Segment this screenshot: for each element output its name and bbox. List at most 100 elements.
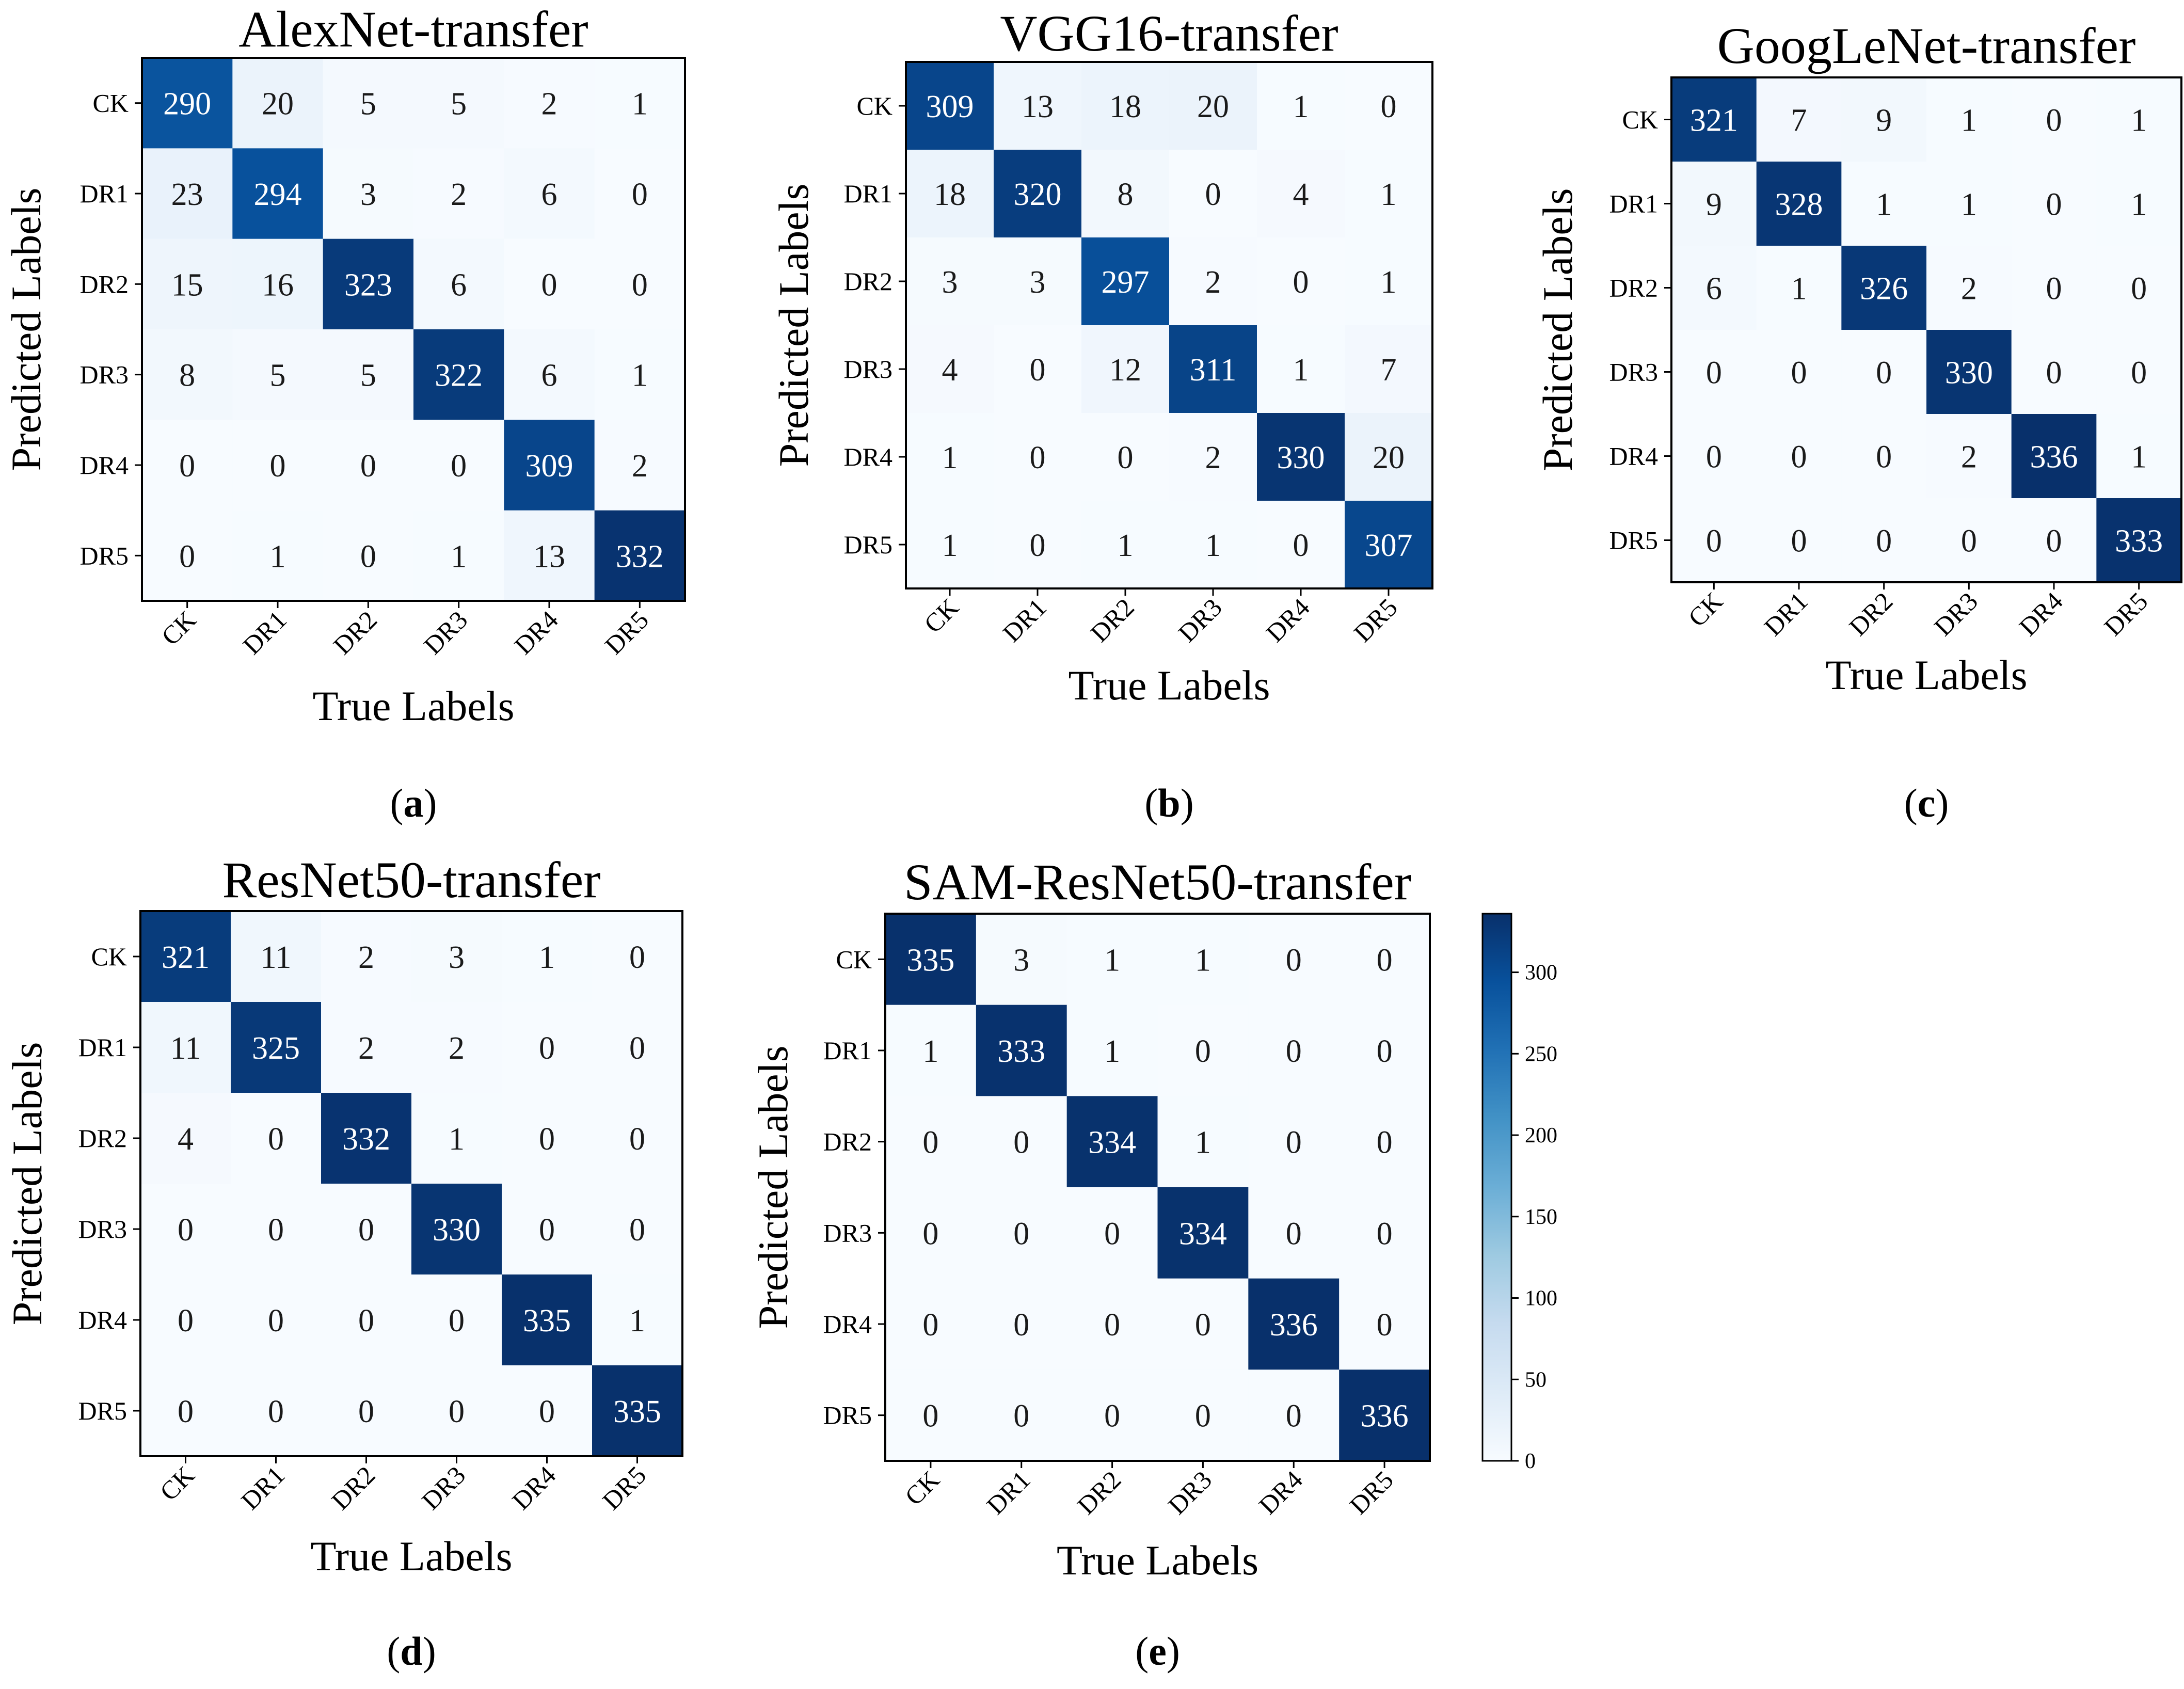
cell-value-label: 0 [539, 1031, 555, 1066]
heatmap-cell [1248, 1096, 1340, 1188]
cell-value-label: 0 [629, 1122, 645, 1157]
heatmap-cell [231, 1274, 322, 1366]
cell-value-label: 1 [1205, 528, 1221, 563]
heatmap-cell [1926, 498, 2012, 583]
heatmap-cell [994, 150, 1082, 238]
heatmap-cell [2096, 414, 2182, 499]
heatmap-cell [323, 148, 414, 240]
heatmap-cell [1248, 1005, 1340, 1096]
y-tick-label: CK [857, 91, 892, 120]
y-tick-label: DR2 [78, 1124, 127, 1153]
heatmap-cell [232, 420, 324, 511]
cell-value-label: 8 [179, 358, 195, 393]
colorbar-tick-label: 50 [1525, 1368, 1547, 1392]
heatmap-cell [906, 325, 994, 413]
cell-value-label: 3 [449, 940, 465, 975]
cell-value-label: 0 [449, 1303, 465, 1339]
heatmap-cell [906, 62, 994, 150]
cell-value-label: 0 [1013, 1216, 1029, 1251]
cell-value-label: 0 [629, 1031, 645, 1066]
cell-value-label: 2 [1961, 440, 1977, 475]
cell-value-label: 322 [435, 358, 483, 393]
heatmap-cell [592, 1184, 683, 1275]
cell-value-label: 0 [1377, 1034, 1393, 1069]
heatmap-cell [1339, 1187, 1430, 1279]
cell-value-label: 0 [1286, 1216, 1302, 1251]
heatmap-cell [1257, 237, 1345, 326]
cell-value-label: 332 [342, 1122, 390, 1157]
colorbar-tick-label: 0 [1525, 1449, 1536, 1473]
cell-value-label: 1 [270, 539, 286, 574]
heatmap-cell [321, 1184, 412, 1275]
heatmap-cell [1169, 325, 1257, 413]
heatmap-cell [413, 420, 504, 511]
cell-value-label: 0 [2046, 187, 2062, 222]
cell-value-label: 0 [1013, 1399, 1029, 1434]
heatmap-cell [1339, 1005, 1430, 1096]
heatmap-cell [231, 1093, 322, 1184]
heatmap-cell [1671, 498, 1757, 583]
cell-value-label: 0 [1286, 1034, 1302, 1069]
cell-value-label: 1 [629, 1303, 645, 1339]
heatmap-cell [140, 911, 231, 1002]
cell-value-label: 335 [906, 943, 954, 978]
heatmap-cell [2096, 77, 2182, 162]
heatmap-cell [142, 238, 233, 330]
cell-value-label: 0 [270, 449, 286, 484]
heatmap-cell [1081, 325, 1170, 413]
cell-value-label: 18 [934, 177, 966, 212]
heatmap-cell [323, 420, 414, 511]
cell-value-label: 0 [922, 1216, 938, 1251]
heatmap-cell [231, 911, 322, 1002]
y-tick-label: DR4 [78, 1305, 127, 1334]
cell-value-label: 8 [1118, 177, 1134, 212]
cell-value-label: 0 [1377, 1125, 1393, 1160]
cell-value-label: 11 [261, 940, 292, 975]
heatmap-cell [502, 1184, 593, 1275]
heatmap-cell [413, 148, 504, 240]
cell-value-label: 1 [1961, 103, 1977, 138]
y-tick-label: DR1 [78, 1033, 127, 1062]
cell-value-label: 0 [922, 1308, 938, 1343]
heatmap-cell [323, 510, 414, 601]
cell-value-label: 0 [178, 1394, 194, 1429]
cell-value-label: 0 [922, 1399, 938, 1434]
heatmap-cell [140, 1274, 231, 1366]
cell-value-label: 0 [1195, 1399, 1211, 1434]
cell-value-label: 0 [1104, 1308, 1120, 1343]
cell-value-label: 1 [449, 1122, 465, 1157]
heatmap-cell [1756, 330, 1842, 415]
heatmap-cell [594, 329, 686, 420]
heatmap-cell [323, 238, 414, 330]
heatmap-cell [906, 413, 994, 501]
heatmap-cell [142, 420, 233, 511]
heatmap-cell [323, 58, 414, 149]
cell-value-label: 1 [1195, 1125, 1211, 1160]
heatmap-cell [592, 1002, 683, 1093]
heatmap-cell [232, 510, 324, 601]
y-tick-label: DR3 [823, 1218, 872, 1247]
heatmap-cell [1345, 501, 1433, 589]
heatmap-cell [976, 1005, 1067, 1096]
cell-value-label: 2 [451, 177, 467, 212]
cell-value-label: 320 [1014, 177, 1062, 212]
y-tick-label: DR5 [823, 1401, 872, 1430]
cell-value-label: 0 [1876, 356, 1892, 391]
heatmap-cell [1169, 501, 1257, 589]
cell-value-label: 0 [1286, 1125, 1302, 1160]
y-tick-label: CK [91, 942, 127, 971]
heatmap-cell [2011, 246, 2097, 330]
cell-value-label: 0 [539, 1122, 555, 1157]
cell-value-label: 0 [1961, 524, 1977, 559]
heatmap-cell [1081, 413, 1170, 501]
heatmap-cell [1841, 77, 1927, 162]
cell-value-label: 9 [1706, 187, 1722, 222]
heatmap-cell [1081, 501, 1170, 589]
cell-value-label: 2 [1961, 272, 1977, 307]
cell-value-label: 0 [360, 449, 376, 484]
y-tick-label: DR2 [1609, 274, 1658, 302]
cell-value-label: 2 [449, 1031, 465, 1066]
heatmap-cell [502, 1002, 593, 1093]
cell-value-label: 1 [2131, 103, 2147, 138]
heatmap-cell [232, 238, 324, 330]
